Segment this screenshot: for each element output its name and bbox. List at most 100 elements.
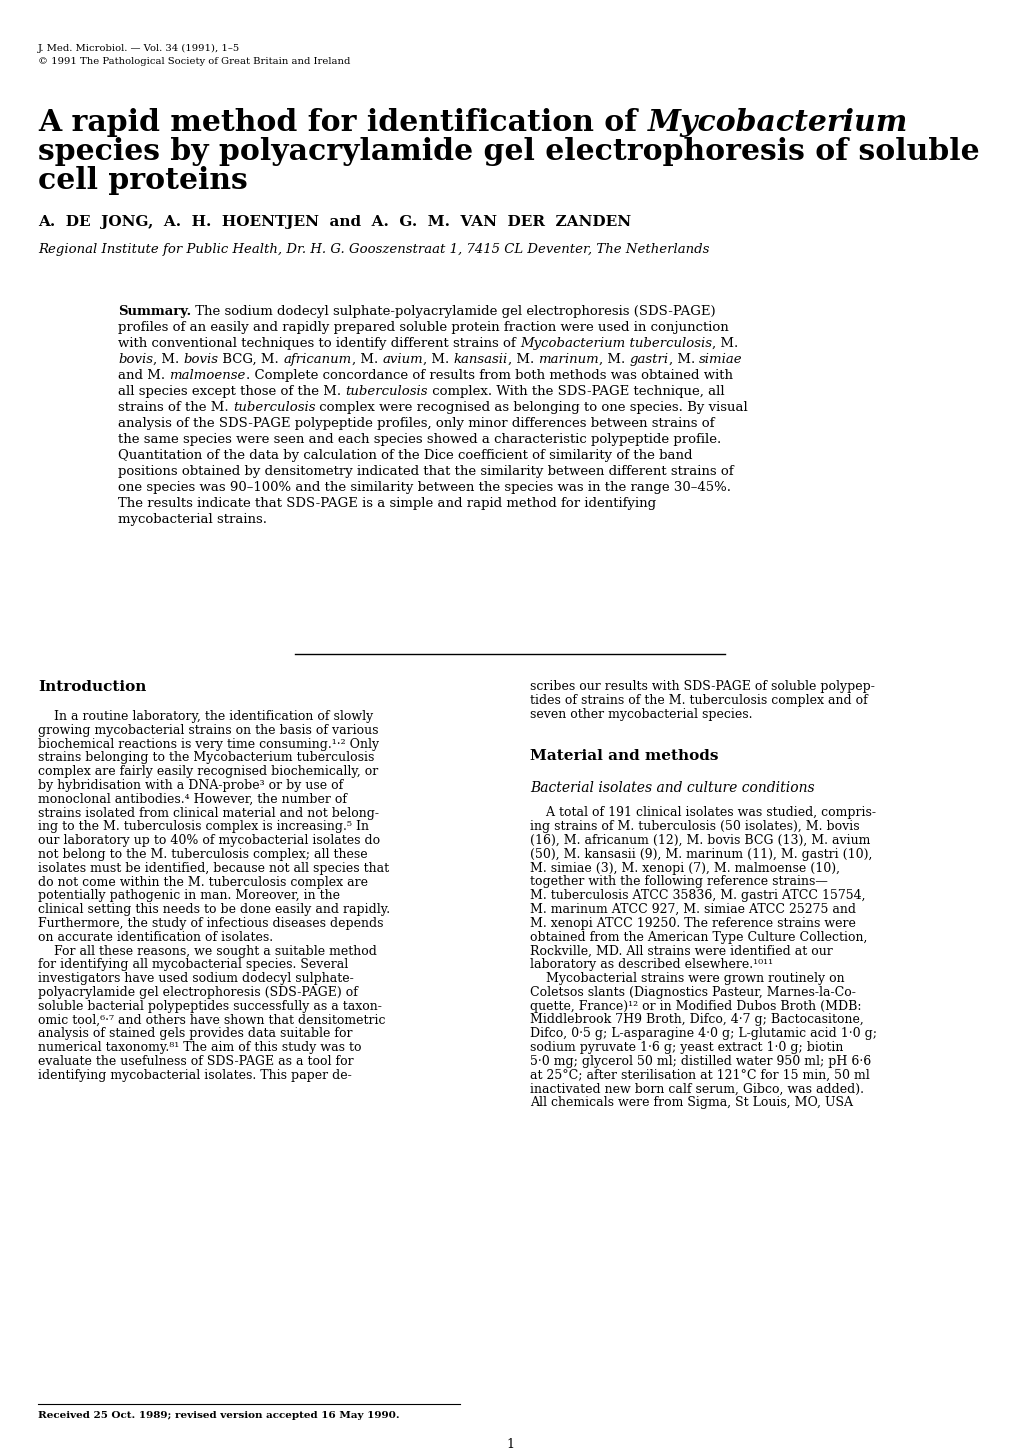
Text: identifying mycobacterial isolates. This paper de-: identifying mycobacterial isolates. This…: [38, 1069, 352, 1082]
Text: , M.: , M.: [507, 353, 538, 366]
Text: together with the following reference strains—: together with the following reference st…: [530, 876, 827, 889]
Text: ing to the M. tuberculosis complex is increasing.⁵ In: ing to the M. tuberculosis complex is in…: [38, 820, 369, 833]
Text: Rockville, MD. All strains were identified at our: Rockville, MD. All strains were identifi…: [530, 944, 832, 957]
Text: complex. With the SDS-PAGE technique, all: complex. With the SDS-PAGE technique, al…: [427, 385, 723, 398]
Text: monoclonal antibodies.⁴ However, the number of: monoclonal antibodies.⁴ However, the num…: [38, 793, 346, 806]
Text: obtained from the American Type Culture Collection,: obtained from the American Type Culture …: [530, 931, 866, 944]
Text: our laboratory up to 40% of mycobacterial isolates do: our laboratory up to 40% of mycobacteria…: [38, 835, 380, 847]
Text: at 25°C; after sterilisation at 121°C for 15 min, 50 ml: at 25°C; after sterilisation at 121°C fo…: [530, 1069, 869, 1082]
Text: For all these reasons, we sought a suitable method: For all these reasons, we sought a suita…: [38, 945, 376, 958]
Text: bovis: bovis: [183, 353, 218, 366]
Text: Quantitation of the data by calculation of the Dice coefficient of similarity of: Quantitation of the data by calculation …: [118, 449, 692, 462]
Text: A rapid method for identification of: A rapid method for identification of: [38, 107, 647, 136]
Text: bovis: bovis: [118, 353, 153, 366]
Text: 1: 1: [505, 1437, 514, 1451]
Text: avium: avium: [382, 353, 423, 366]
Text: Middlebrook 7H9 Broth, Difco, 4·7 g; Bactocasitone,: Middlebrook 7H9 Broth, Difco, 4·7 g; Bac…: [530, 1013, 863, 1027]
Text: , M.: , M.: [153, 353, 183, 366]
Text: strains isolated from clinical material and not belong-: strains isolated from clinical material …: [38, 807, 379, 819]
Text: by hybridisation with a DNA-probe³ or by use of: by hybridisation with a DNA-probe³ or by…: [38, 780, 343, 791]
Text: Mycobacterial strains were grown routinely on: Mycobacterial strains were grown routine…: [530, 971, 844, 984]
Text: species by polyacrylamide gel electrophoresis of soluble: species by polyacrylamide gel electropho…: [38, 136, 978, 166]
Text: profiles of an easily and rapidly prepared soluble protein fraction were used in: profiles of an easily and rapidly prepar…: [118, 321, 728, 334]
Text: M. simiae (3), M. xenopi (7), M. malmoense (10),: M. simiae (3), M. xenopi (7), M. malmoen…: [530, 861, 840, 874]
Text: laboratory as described elsewhere.¹⁰¹¹: laboratory as described elsewhere.¹⁰¹¹: [530, 958, 772, 971]
Text: clinical setting this needs to be done easily and rapidly.: clinical setting this needs to be done e…: [38, 903, 389, 916]
Text: tuberculosis: tuberculosis: [232, 401, 315, 414]
Text: ing strains of M. tuberculosis (50 isolates), M. bovis: ing strains of M. tuberculosis (50 isola…: [530, 820, 859, 833]
Text: scribes our results with SDS-PAGE of soluble polypep-: scribes our results with SDS-PAGE of sol…: [530, 680, 874, 693]
Text: positions obtained by densitometry indicated that the similarity between differe: positions obtained by densitometry indic…: [118, 465, 733, 478]
Text: all species except those of the M.: all species except those of the M.: [118, 385, 345, 398]
Text: , M.: , M.: [598, 353, 629, 366]
Text: strains belonging to the Mycobacterium tuberculosis: strains belonging to the Mycobacterium t…: [38, 751, 374, 764]
Text: tides of strains of the M. tuberculosis complex and of: tides of strains of the M. tuberculosis …: [530, 694, 867, 707]
Text: Introduction: Introduction: [38, 680, 147, 694]
Text: analysis of the SDS-PAGE polypeptide profiles, only minor differences between st: analysis of the SDS-PAGE polypeptide pro…: [118, 417, 713, 430]
Text: cell proteins: cell proteins: [38, 166, 248, 195]
Text: M. xenopi ATCC 19250. The reference strains were: M. xenopi ATCC 19250. The reference stra…: [530, 916, 855, 929]
Text: BCG, M.: BCG, M.: [218, 353, 283, 366]
Text: M. marinum ATCC 927, M. simiae ATCC 25275 and: M. marinum ATCC 927, M. simiae ATCC 2527…: [530, 903, 855, 916]
Text: not belong to the M. tuberculosis complex; all these: not belong to the M. tuberculosis comple…: [38, 848, 367, 861]
Text: Difco, 0·5 g; L-asparagine 4·0 g; L-glutamic acid 1·0 g;: Difco, 0·5 g; L-asparagine 4·0 g; L-glut…: [530, 1027, 876, 1040]
Text: A total of 191 clinical isolates was studied, compris-: A total of 191 clinical isolates was stu…: [530, 806, 875, 819]
Text: Mycobacterium tuberculosis: Mycobacterium tuberculosis: [520, 337, 711, 350]
Text: isolates must be identified, because not all species that: isolates must be identified, because not…: [38, 862, 388, 874]
Text: Furthermore, the study of infectious diseases depends: Furthermore, the study of infectious dis…: [38, 918, 383, 929]
Text: seven other mycobacterial species.: seven other mycobacterial species.: [530, 707, 752, 720]
Text: . Complete concordance of results from both methods was obtained with: . Complete concordance of results from b…: [246, 369, 732, 382]
Text: one species was 90–100% and the similarity between the species was in the range : one species was 90–100% and the similari…: [118, 481, 731, 494]
Text: (16), M. africanum (12), M. bovis BCG (13), M. avium: (16), M. africanum (12), M. bovis BCG (1…: [530, 833, 869, 847]
Text: , M.: , M.: [711, 337, 738, 350]
Text: africanum: africanum: [283, 353, 352, 366]
Text: simiae: simiae: [698, 353, 742, 366]
Text: The sodium dodecyl sulphate-polyacrylamide gel electrophoresis (SDS-PAGE): The sodium dodecyl sulphate-polyacrylami…: [192, 305, 715, 318]
Text: Material and methods: Material and methods: [530, 749, 717, 764]
Text: on accurate identification of isolates.: on accurate identification of isolates.: [38, 931, 273, 944]
Text: M. tuberculosis ATCC 35836, M. gastri ATCC 15754,: M. tuberculosis ATCC 35836, M. gastri AT…: [530, 889, 865, 902]
Text: the same species were seen and each species showed a characteristic polypeptide : the same species were seen and each spec…: [118, 433, 720, 446]
Text: , M.: , M.: [352, 353, 382, 366]
Text: complex are fairly easily recognised biochemically, or: complex are fairly easily recognised bio…: [38, 765, 378, 778]
Text: kansasii: kansasii: [453, 353, 507, 366]
Text: evaluate the usefulness of SDS-PAGE as a tool for: evaluate the usefulness of SDS-PAGE as a…: [38, 1056, 354, 1069]
Text: and M.: and M.: [118, 369, 169, 382]
Text: growing mycobacterial strains on the basis of various: growing mycobacterial strains on the bas…: [38, 723, 378, 736]
Text: biochemical reactions is very time consuming.¹·² Only: biochemical reactions is very time consu…: [38, 738, 379, 751]
Text: Mycobacterium: Mycobacterium: [647, 107, 907, 136]
Text: Bacterial isolates and culture conditions: Bacterial isolates and culture condition…: [530, 781, 814, 796]
Text: malmoense: malmoense: [169, 369, 246, 382]
Text: 5·0 mg; glycerol 50 ml; distilled water 950 ml; pH 6·6: 5·0 mg; glycerol 50 ml; distilled water …: [530, 1054, 870, 1067]
Text: complex were recognised as belonging to one species. By visual: complex were recognised as belonging to …: [315, 401, 747, 414]
Text: polyacrylamide gel electrophoresis (SDS-PAGE) of: polyacrylamide gel electrophoresis (SDS-…: [38, 986, 358, 999]
Text: A.  DE  JONG,  A.  H.  HOENTJEN  and  A.  G.  M.  VAN  DER  ZANDEN: A. DE JONG, A. H. HOENTJEN and A. G. M. …: [38, 215, 631, 229]
Text: © 1991 The Pathological Society of Great Britain and Ireland: © 1991 The Pathological Society of Great…: [38, 57, 351, 65]
Text: analysis of stained gels provides data suitable for: analysis of stained gels provides data s…: [38, 1028, 353, 1041]
Text: sodium pyruvate 1·6 g; yeast extract 1·0 g; biotin: sodium pyruvate 1·6 g; yeast extract 1·0…: [530, 1041, 843, 1054]
Text: for identifying all mycobacterial species. Several: for identifying all mycobacterial specie…: [38, 958, 347, 971]
Text: inactivated new born calf serum, Gibco, was added).: inactivated new born calf serum, Gibco, …: [530, 1082, 863, 1095]
Text: mycobacterial strains.: mycobacterial strains.: [118, 513, 267, 526]
Text: marinum: marinum: [538, 353, 598, 366]
Text: gastri: gastri: [629, 353, 668, 366]
Text: Summary.: Summary.: [118, 305, 192, 318]
Text: quette, France)¹² or in Modified Dubos Broth (MDB:: quette, France)¹² or in Modified Dubos B…: [530, 999, 861, 1012]
Text: do not come within the M. tuberculosis complex are: do not come within the M. tuberculosis c…: [38, 876, 368, 889]
Text: In a routine laboratory, the identification of slowly: In a routine laboratory, the identificat…: [38, 710, 373, 723]
Text: strains of the M.: strains of the M.: [118, 401, 232, 414]
Text: (50), M. kansasii (9), M. marinum (11), M. gastri (10),: (50), M. kansasii (9), M. marinum (11), …: [530, 848, 871, 861]
Text: Coletsos slants (Diagnostics Pasteur, Marnes-la-Co-: Coletsos slants (Diagnostics Pasteur, Ma…: [530, 986, 855, 999]
Text: soluble bacterial polypeptides successfully as a taxon-: soluble bacterial polypeptides successfu…: [38, 1000, 381, 1013]
Text: , M.: , M.: [423, 353, 453, 366]
Text: The results indicate that SDS-PAGE is a simple and rapid method for identifying: The results indicate that SDS-PAGE is a …: [118, 497, 655, 510]
Text: investigators have used sodium dodecyl sulphate-: investigators have used sodium dodecyl s…: [38, 973, 354, 986]
Text: with conventional techniques to identify different strains of: with conventional techniques to identify…: [118, 337, 520, 350]
Text: numerical taxonomy.⁸¹ The aim of this study was to: numerical taxonomy.⁸¹ The aim of this st…: [38, 1041, 361, 1054]
Text: tuberculosis: tuberculosis: [345, 385, 427, 398]
Text: J. Med. Microbiol. — Vol. 34 (1991), 1–5: J. Med. Microbiol. — Vol. 34 (1991), 1–5: [38, 44, 240, 54]
Text: All chemicals were from Sigma, St Louis, MO, USA: All chemicals were from Sigma, St Louis,…: [530, 1096, 852, 1109]
Text: Received 25 Oct. 1989; revised version accepted 16 May 1990.: Received 25 Oct. 1989; revised version a…: [38, 1411, 399, 1420]
Text: omic tool,⁶·⁷ and others have shown that densitometric: omic tool,⁶·⁷ and others have shown that…: [38, 1013, 385, 1027]
Text: potentially pathogenic in man. Moreover, in the: potentially pathogenic in man. Moreover,…: [38, 890, 339, 902]
